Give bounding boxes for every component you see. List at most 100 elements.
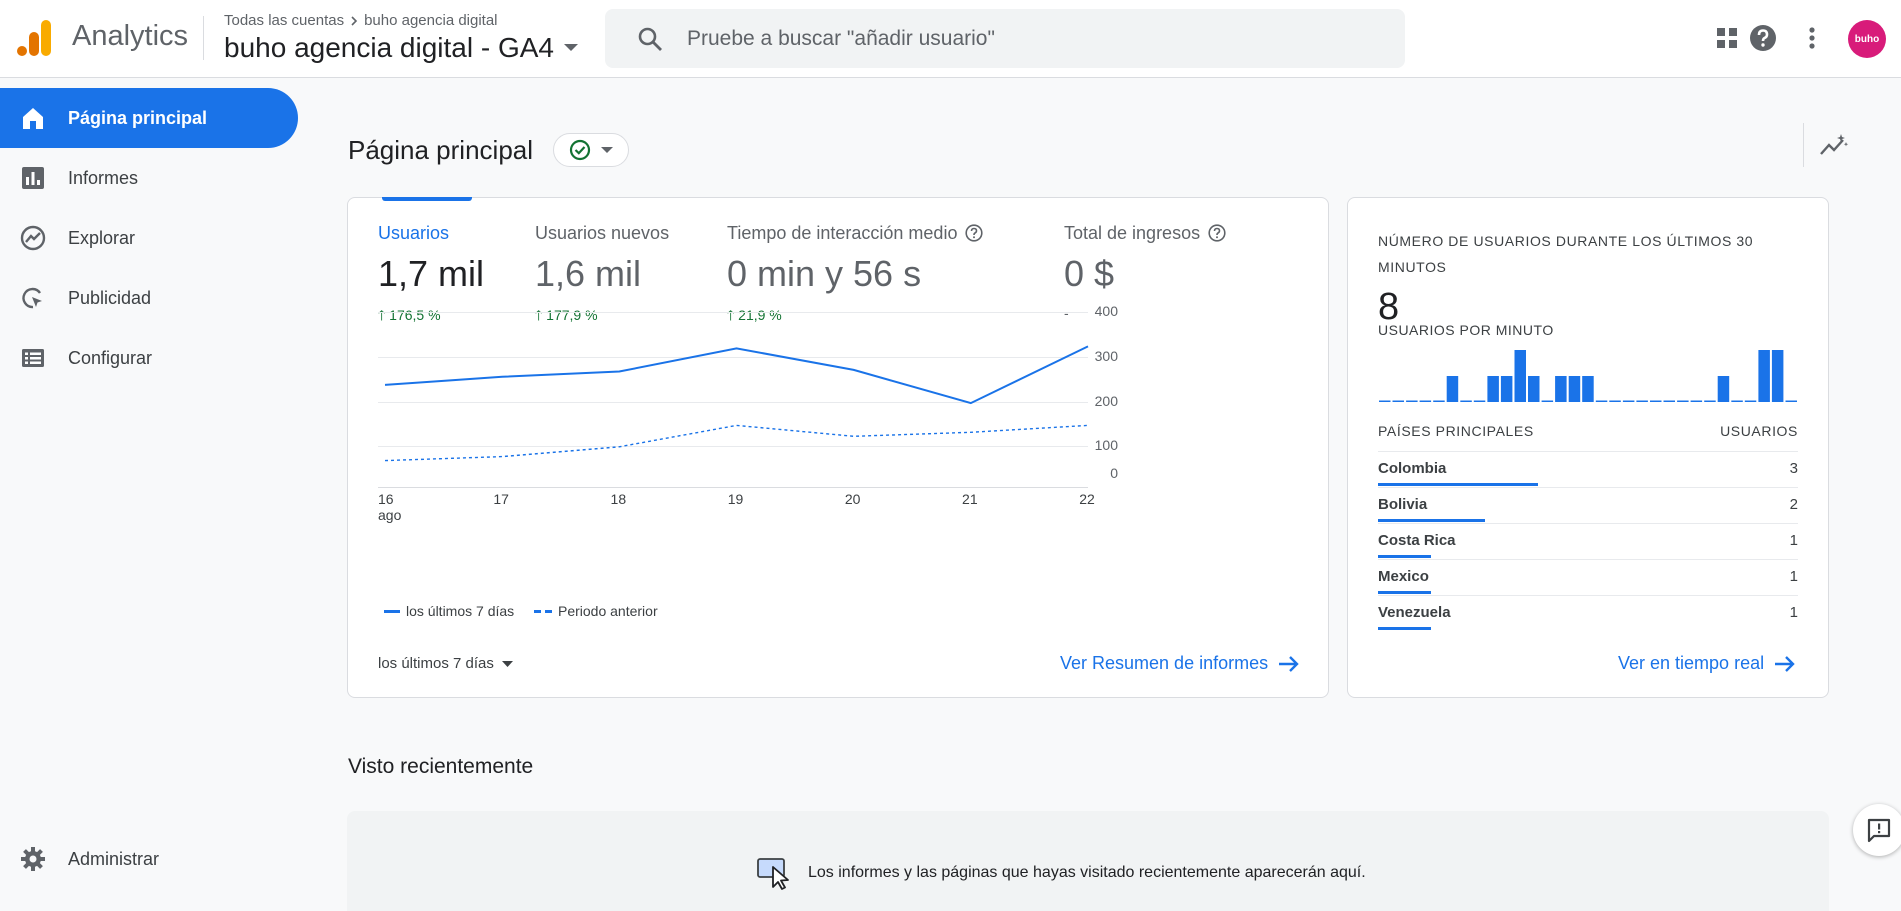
breadcrumb-property[interactable]: buho agencia digital — [364, 12, 497, 29]
country-row: Mexico 1 — [1378, 559, 1798, 595]
header-divider — [203, 16, 204, 60]
app-name: Analytics — [72, 20, 188, 53]
minute-bar — [1731, 401, 1743, 403]
x-tick-label: 22 — [1079, 491, 1095, 507]
sidebar-item-advertising[interactable]: Publicidad — [0, 268, 298, 328]
view-reports-summary-link[interactable]: Ver Resumen de informes — [1060, 653, 1300, 674]
x-tick-label: 17 — [493, 491, 509, 507]
country-users: 2 — [1790, 496, 1798, 513]
minute-bar — [1460, 401, 1472, 403]
minute-bar — [1704, 401, 1716, 403]
page-title: Página principal — [348, 135, 533, 166]
legend-solid-swatch — [384, 610, 400, 613]
country-name: Costa Rica — [1378, 532, 1456, 549]
country-users: 3 — [1790, 460, 1798, 477]
country-name: Venezuela — [1378, 604, 1451, 621]
country-name: Mexico — [1378, 568, 1429, 585]
sidebar-item-explore[interactable]: Explorar — [0, 208, 298, 268]
feedback-button[interactable] — [1853, 804, 1901, 856]
apps-grid-icon[interactable] — [1711, 22, 1743, 54]
minute-bar — [1501, 376, 1513, 402]
sidebar-item-label: Informes — [68, 168, 138, 189]
sidebar-item-reports[interactable]: Informes — [0, 148, 298, 208]
country-users: 1 — [1790, 532, 1798, 549]
insights-button[interactable] — [1803, 123, 1863, 167]
x-tick-label: 18 — [611, 491, 627, 507]
arrow-right-icon — [1774, 655, 1796, 673]
country-row: Colombia 3 — [1378, 451, 1798, 487]
realtime-card: NÚMERO DE USUARIOS DURANTE LOS ÚLTIMOS 3… — [1347, 197, 1829, 698]
caret-down-icon — [601, 147, 613, 154]
y-tick-label: 400 — [1095, 303, 1119, 319]
minute-bar — [1691, 401, 1703, 403]
country-users: 1 — [1790, 568, 1798, 585]
minute-bar — [1447, 376, 1459, 402]
avatar-text: buho — [1855, 34, 1879, 45]
y-tick-label: 100 — [1095, 437, 1119, 453]
country-share-bar — [1378, 519, 1485, 522]
overview-card: Usuarios 1,7 mil 🡑 176,5 % Usuarios nuev… — [347, 197, 1329, 698]
country-users: 1 — [1790, 604, 1798, 621]
help-icon[interactable] — [1747, 22, 1779, 54]
minute-bar — [1474, 401, 1486, 403]
minute-bar — [1528, 376, 1540, 402]
sidebar-item-admin[interactable]: Administrar — [0, 829, 298, 889]
x-tick-label: 19 — [728, 491, 744, 507]
y-tick-label: 0 — [1110, 465, 1118, 481]
top-app-bar: Analytics Todas las cuentas buho agencia… — [0, 0, 1901, 78]
country-share-bar — [1378, 591, 1431, 594]
legend-current: los últimos 7 días — [384, 603, 514, 619]
link-label: Ver en tiempo real — [1618, 653, 1764, 674]
list-icon — [20, 345, 46, 371]
country-row: Venezuela 1 — [1378, 595, 1798, 631]
minute-bar — [1433, 401, 1445, 403]
minute-bar — [1677, 401, 1689, 403]
breadcrumb-account[interactable]: Todas las cuentas — [224, 12, 344, 29]
country-share-bar — [1378, 627, 1431, 630]
minute-bar — [1379, 401, 1391, 403]
view-realtime-link[interactable]: Ver en tiempo real — [1618, 653, 1796, 674]
property-name: buho agencia digital - GA4 — [224, 32, 554, 64]
check-circle-icon — [569, 139, 591, 161]
recently-viewed-title: Visto recientemente — [348, 755, 533, 779]
country-name: Bolivia — [1378, 496, 1427, 513]
date-range-label: los últimos 7 días — [378, 655, 494, 672]
minute-bar — [1650, 401, 1662, 403]
search-bar[interactable] — [605, 9, 1405, 68]
sidebar-item-label: Publicidad — [68, 288, 151, 309]
x-tick-label: 20 — [845, 491, 861, 507]
minute-bar — [1718, 376, 1730, 402]
minute-bar — [1609, 401, 1621, 403]
arrow-right-icon — [1278, 655, 1300, 673]
search-input[interactable] — [685, 26, 1285, 52]
sidebar-item-home[interactable]: Página principal — [0, 88, 298, 148]
minute-bar — [1569, 376, 1581, 402]
more-vert-icon[interactable] — [1796, 22, 1828, 54]
property-selector[interactable]: buho agencia digital - GA4 — [224, 32, 578, 64]
minute-bar — [1420, 401, 1432, 403]
sidebar-item-configure[interactable]: Configurar — [0, 328, 298, 388]
minute-bar — [1596, 401, 1608, 403]
bar-chart-icon — [20, 165, 46, 191]
realtime-title: NÚMERO DE USUARIOS DURANTE LOS ÚLTIMOS 3… — [1378, 228, 1778, 280]
countries-header: PAÍSES PRINCIPALES — [1378, 423, 1534, 439]
legend-previous: Periodo anterior — [534, 603, 658, 619]
y-tick-label: 300 — [1095, 348, 1119, 364]
date-range-dropdown[interactable]: los últimos 7 días — [378, 655, 513, 672]
users-header: USUARIOS — [1720, 423, 1798, 439]
feedback-icon — [1866, 817, 1892, 843]
breadcrumb[interactable]: Todas las cuentas buho agencia digital — [224, 12, 498, 29]
minute-bar — [1393, 401, 1405, 403]
minute-bar — [1515, 350, 1527, 402]
minute-bar — [1786, 401, 1798, 403]
account-avatar[interactable]: buho — [1848, 20, 1886, 58]
x-tick-label: 16 — [378, 491, 394, 507]
analytics-logo-icon[interactable] — [17, 20, 51, 56]
status-chip[interactable] — [553, 133, 629, 167]
country-share-bar — [1378, 555, 1431, 558]
country-row: Costa Rica 1 — [1378, 523, 1798, 559]
users-per-minute-label: USUARIOS POR MINUTO — [1378, 322, 1554, 338]
home-icon — [20, 105, 46, 131]
x-tick-sublabel: ago — [378, 507, 402, 523]
